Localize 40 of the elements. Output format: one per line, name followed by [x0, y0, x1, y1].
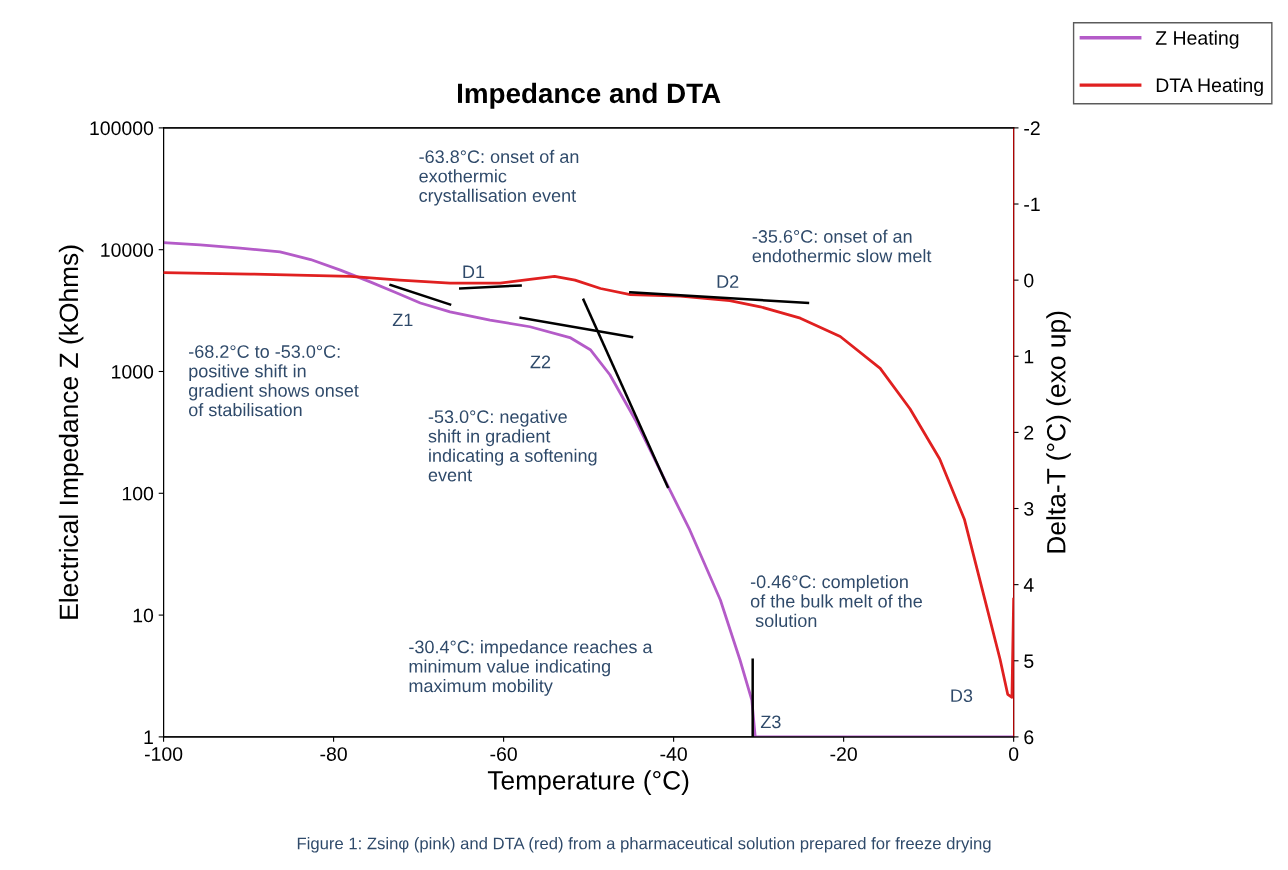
y-tick-label: 10	[133, 608, 154, 623]
chart-title: Impedance and DTA	[458, 82, 721, 109]
x-tick-label: -40	[660, 747, 687, 761]
y-tick-label: 1	[144, 730, 153, 744]
y-tick-label: 100	[122, 486, 154, 501]
caption: Figure 1: Zsinφ (pink) and DTA (red) from a pharmaceutical solution prepared for freeze drying	[297, 837, 991, 853]
annotation: Z1	[392, 313, 413, 327]
annotation: -35.6°C: onset of an endothermic slow melt	[752, 229, 932, 263]
y-tick-label: 100000	[90, 121, 154, 136]
x-tick-label: -100	[144, 747, 183, 761]
annotation: Z2	[530, 355, 551, 369]
y2-tick-label: 1	[1024, 349, 1034, 364]
annotation: D1	[463, 265, 485, 278]
annotation: Z3	[760, 715, 781, 729]
x-tick-label: -60	[490, 747, 517, 761]
x-tick-label: 0	[1009, 747, 1019, 761]
annotation: -68.2°C to -53.0°C: positive shift in gradient shows onset of stabilisation	[188, 345, 359, 417]
y-axis-title: Electrical Impedance Z (kOhms)	[58, 245, 84, 619]
annotation: -30.4°C: impedance reaches a minimum value indicating maximum mobility	[409, 640, 653, 696]
legend-label: DTA Heating	[1156, 77, 1263, 96]
y2-tick-label: 2	[1024, 425, 1034, 440]
y2-tick-label: 4	[1023, 578, 1034, 592]
y-tick-label: 10000	[101, 243, 154, 257]
y2-tick-label: -1	[1024, 197, 1040, 212]
y2-tick-label: 0	[1024, 273, 1034, 288]
annotation: -0.46°C: completion of the bulk melt of the solution	[750, 574, 922, 628]
annotation: -63.8°C: onset of an exothermic crystallisation event	[419, 149, 579, 206]
annotation: -53.0°C: negative shift in gradient indicating a softening event	[428, 409, 597, 482]
y-tick-label: 1000	[112, 364, 154, 379]
legend-label: Z Heating	[1155, 30, 1239, 49]
x-axis-title: Temperature (°C)	[487, 770, 689, 795]
y2-tick-label: 3	[1024, 501, 1034, 516]
y2-axis-title: Delta-T (°C) (exo up)	[1046, 311, 1071, 553]
y2-tick-label: 6	[1024, 730, 1034, 745]
annotation: D2	[717, 275, 739, 288]
annotation: D3	[951, 689, 973, 703]
x-tick-label: -20	[830, 747, 857, 761]
x-tick-label: -80	[320, 747, 347, 761]
y2-tick-label: 5	[1024, 654, 1034, 668]
y2-tick-label: -2	[1024, 121, 1040, 135]
